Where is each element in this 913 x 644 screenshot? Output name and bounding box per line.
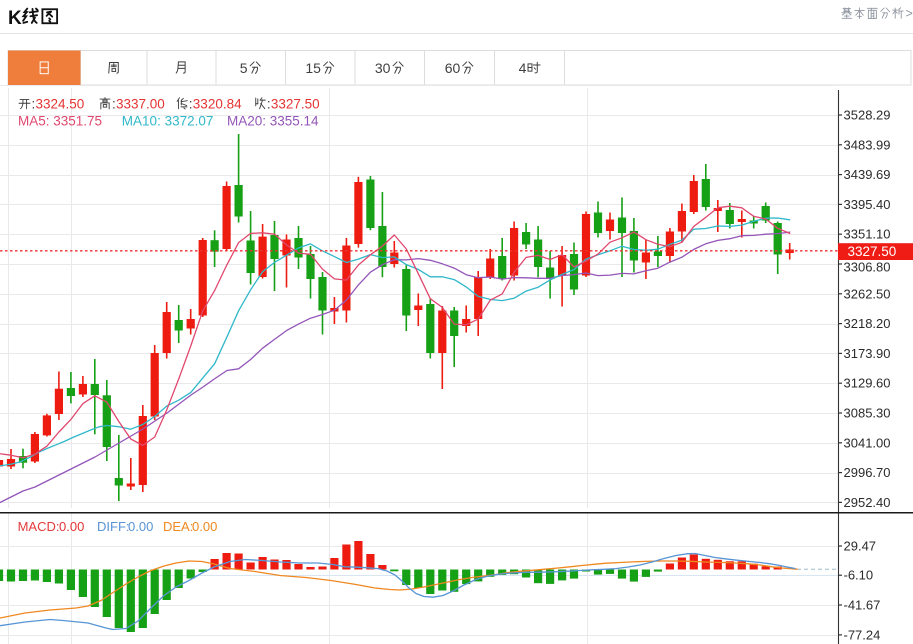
svg-text:3327.50: 3327.50 — [848, 244, 897, 259]
svg-text:30: 30 — [375, 60, 391, 76]
svg-text:K: K — [8, 8, 22, 29]
svg-text::: : — [267, 97, 271, 112]
svg-text:3337.00: 3337.00 — [116, 97, 165, 112]
svg-text:3262.50: 3262.50 — [844, 286, 891, 301]
svg-text:>: > — [906, 7, 913, 21]
svg-text:2996.70: 2996.70 — [844, 465, 891, 480]
svg-text:MACD:: MACD: — [18, 519, 60, 534]
svg-text:3306.80: 3306.80 — [844, 259, 891, 274]
svg-text:2952.40: 2952.40 — [844, 495, 891, 510]
svg-text:-41.67: -41.67 — [844, 598, 881, 613]
svg-text:3129.60: 3129.60 — [844, 376, 891, 391]
svg-text:0.00: 0.00 — [192, 519, 217, 534]
svg-text:3395.40: 3395.40 — [844, 197, 891, 212]
svg-text:3173.90: 3173.90 — [844, 346, 891, 361]
svg-text:4: 4 — [519, 60, 527, 76]
svg-text:3483.99: 3483.99 — [844, 137, 891, 152]
svg-text::: : — [189, 97, 193, 112]
svg-text:3351.10: 3351.10 — [844, 227, 891, 242]
svg-text:3528.29: 3528.29 — [844, 108, 891, 123]
svg-text:MA20: 3355.14: MA20: 3355.14 — [227, 114, 319, 129]
svg-text:3320.84: 3320.84 — [193, 97, 242, 112]
svg-text:5: 5 — [240, 60, 248, 76]
svg-text:3085.30: 3085.30 — [844, 406, 891, 421]
svg-text:MA10: 3372.07: MA10: 3372.07 — [122, 114, 214, 129]
svg-text:3218.20: 3218.20 — [844, 316, 891, 331]
svg-text:DEA:: DEA: — [163, 519, 193, 534]
svg-text::: : — [112, 97, 116, 112]
svg-text:3327.50: 3327.50 — [271, 97, 320, 112]
svg-text:3324.50: 3324.50 — [36, 97, 85, 112]
svg-text::: : — [32, 97, 36, 112]
svg-text:0.00: 0.00 — [128, 519, 153, 534]
svg-text:-77.24: -77.24 — [844, 627, 881, 642]
svg-text:15: 15 — [305, 60, 321, 76]
svg-text:29.47: 29.47 — [844, 539, 877, 554]
svg-text:0.00: 0.00 — [59, 519, 84, 534]
svg-text:-6.10: -6.10 — [844, 568, 874, 583]
svg-text:60: 60 — [445, 60, 461, 76]
svg-text:3041.00: 3041.00 — [844, 435, 891, 450]
svg-text:MA5: 3351.75: MA5: 3351.75 — [18, 114, 102, 129]
svg-text:DIFF:: DIFF: — [97, 519, 130, 534]
svg-text:3439.69: 3439.69 — [844, 167, 891, 182]
